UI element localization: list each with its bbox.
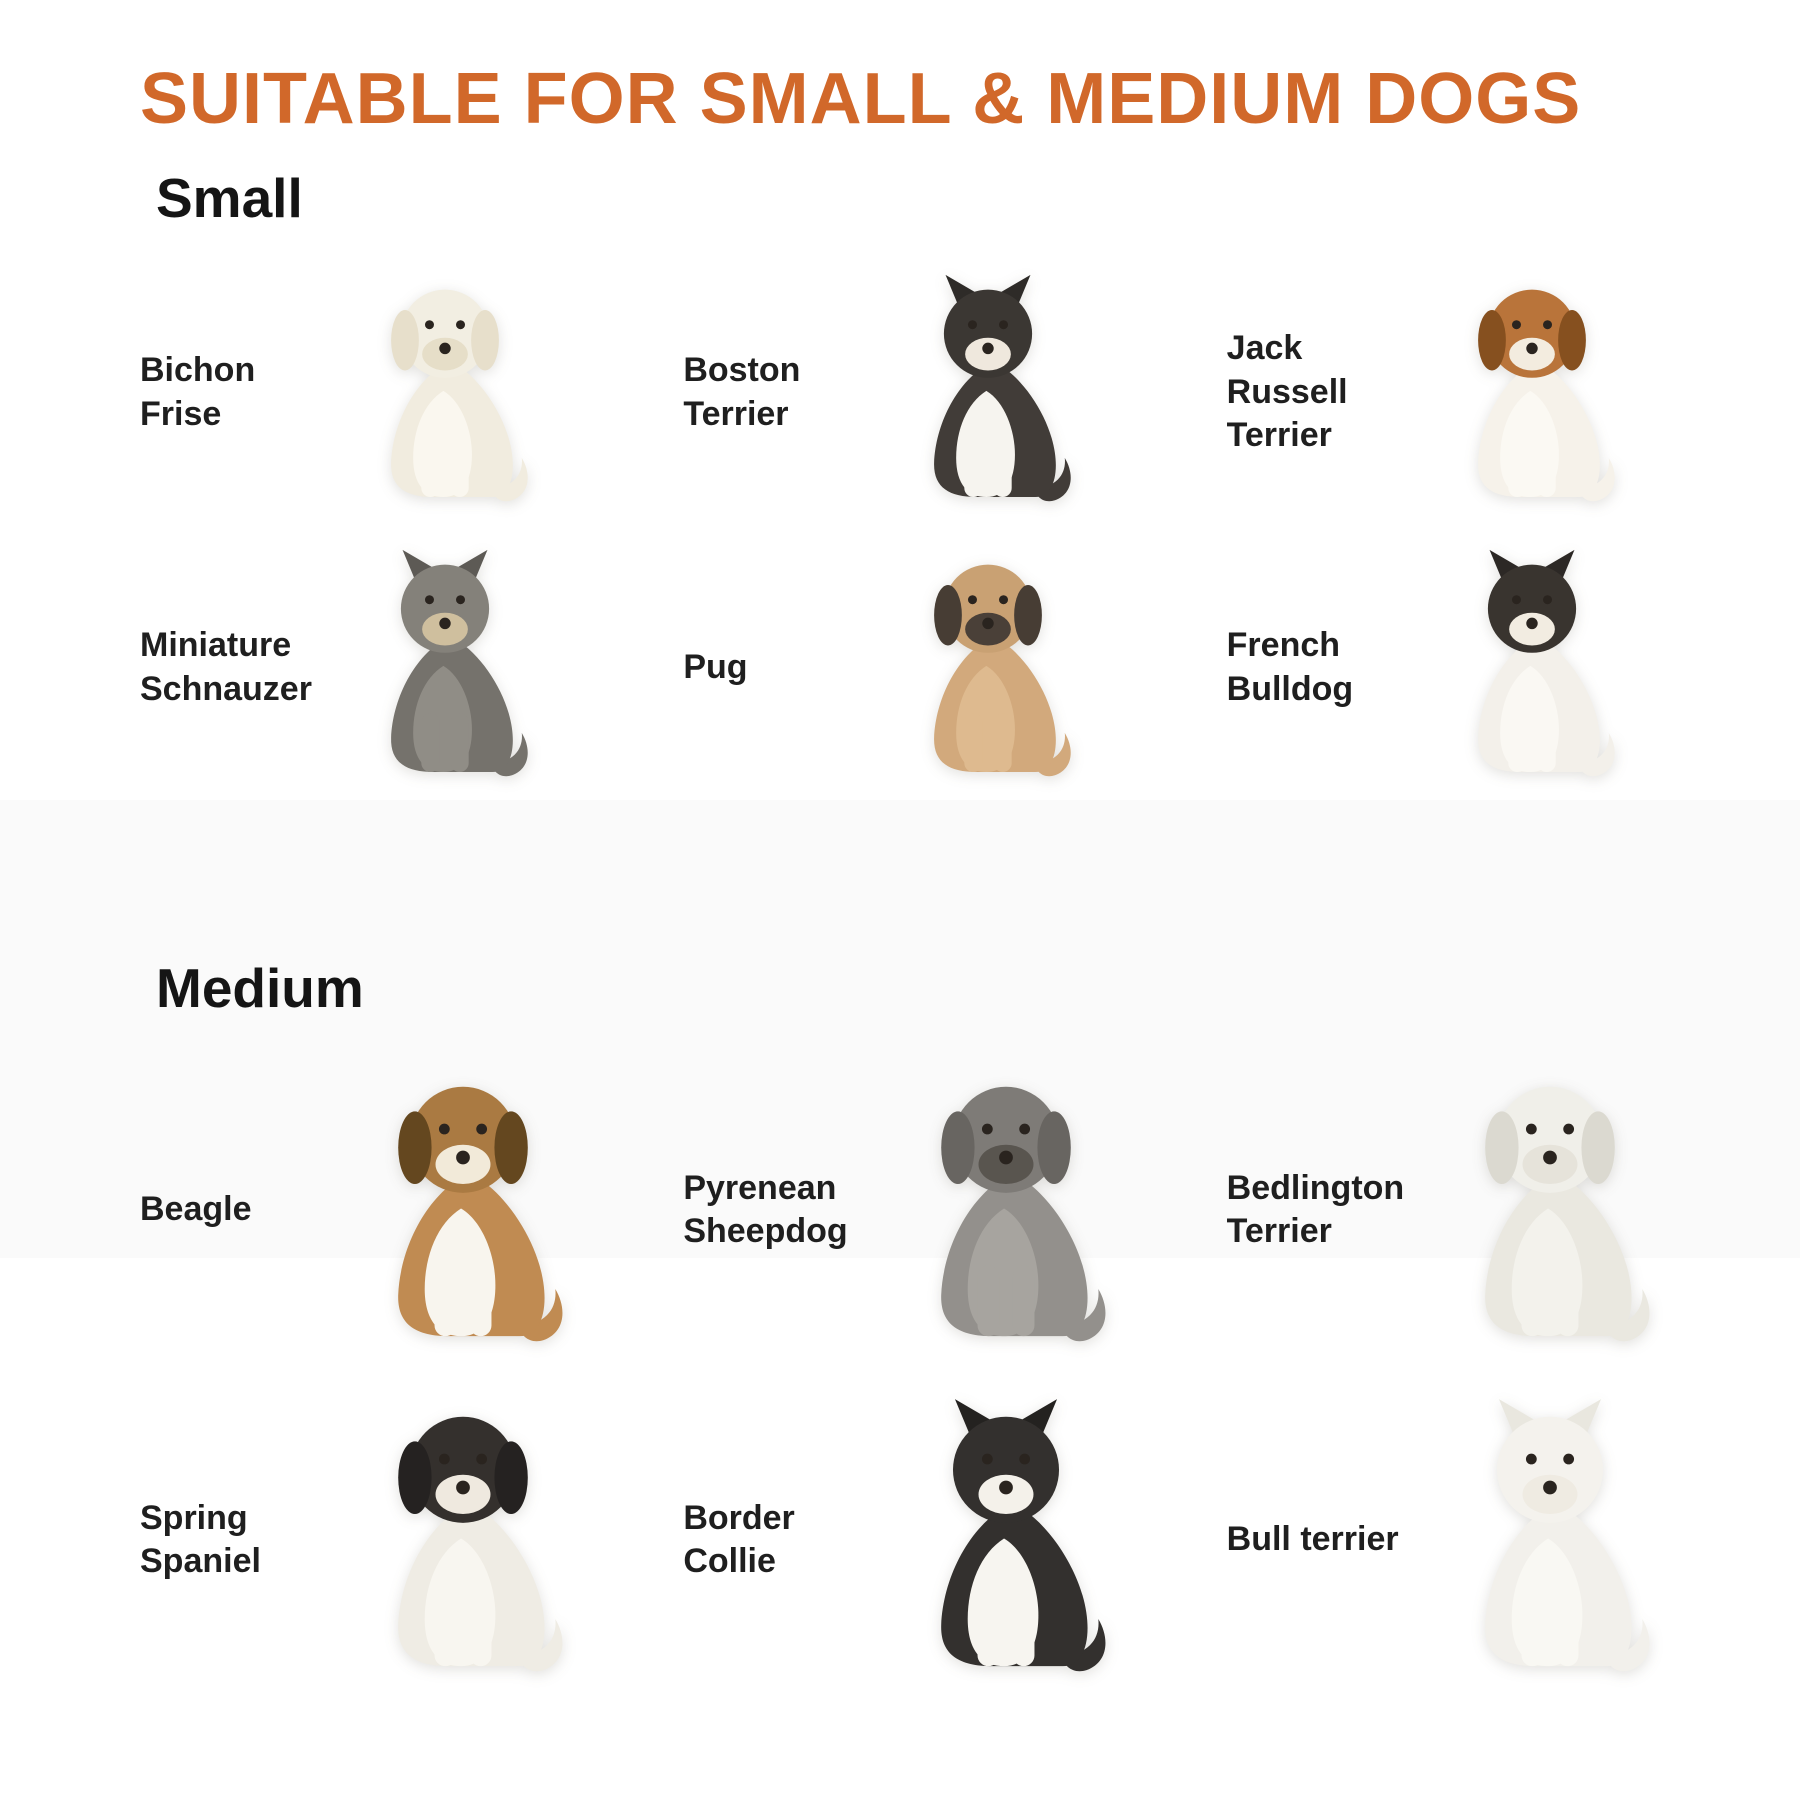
- breed-label: Border Collie: [683, 1498, 795, 1581]
- breed-cell-border-collie: Border Collie: [683, 1375, 1196, 1705]
- breed-cell-boston-terrier: Boston Terrier: [683, 255, 1196, 530]
- french-bulldog-dog-icon: [1442, 545, 1622, 790]
- breed-cell-jack-russell-terrier: Jack Russell Terrier: [1227, 255, 1740, 530]
- breed-cell-bull-terrier: Bull terrier: [1227, 1375, 1740, 1705]
- breed-label: Bichon Frise: [140, 351, 256, 433]
- breed-cell-bichon-frise: Bichon Frise: [140, 255, 653, 530]
- breed-cell-pyrenean-sheepdog: Pyrenean Sheepdog: [683, 1045, 1196, 1375]
- page-title: SUITABLE FOR SMALL & MEDIUM DOGS: [140, 59, 1582, 139]
- breed-cell-miniature-schnauzer: Miniature Schnauzer: [140, 530, 653, 805]
- section-heading-medium: Medium: [156, 957, 364, 1020]
- beagle-dog-icon: [355, 1063, 571, 1358]
- breed-label: Pyrenean Sheepdog: [683, 1168, 848, 1251]
- medium-dogs-grid: Beagle Pyrenean Sheepdog Bedlington Terr…: [140, 1045, 1740, 1705]
- boston-terrier-dog-icon: [898, 270, 1078, 515]
- breed-label: Miniature Schnauzer: [140, 626, 312, 708]
- bichon-frise-dog-icon: [355, 270, 535, 515]
- breed-cell-pug: Pug: [683, 530, 1196, 805]
- breed-label: Jack Russell Terrier: [1226, 329, 1348, 455]
- infographic: SUITABLE FOR SMALL & MEDIUM DOGS Small B…: [140, 59, 1800, 1705]
- pyrenean-sheepdog-dog-icon: [898, 1063, 1114, 1358]
- border-collie-dog-icon: [898, 1393, 1114, 1688]
- breed-label: Spring Spaniel: [140, 1498, 261, 1581]
- breed-label: Bedlington Terrier: [1226, 1168, 1405, 1251]
- bull-terrier-dog-icon: [1442, 1393, 1658, 1688]
- breed-label: French Bulldog: [1226, 626, 1354, 708]
- breed-label: Pug: [683, 647, 748, 686]
- breed-cell-bedlington-terrier: Bedlington Terrier: [1227, 1045, 1740, 1375]
- breed-cell-beagle: Beagle: [140, 1045, 653, 1375]
- small-dogs-grid: Bichon Frise Boston Terrier Jack Russell…: [140, 255, 1740, 805]
- pug-dog-icon: [898, 545, 1078, 790]
- jack-russell-terrier-dog-icon: [1442, 270, 1622, 515]
- breed-cell-french-bulldog: French Bulldog: [1227, 530, 1740, 805]
- breed-label: Beagle: [140, 1190, 252, 1229]
- breed-label: Boston Terrier: [683, 351, 801, 433]
- section-heading-small: Small: [156, 167, 303, 230]
- breed-label: Bull terrier: [1226, 1520, 1399, 1559]
- miniature-schnauzer-dog-icon: [355, 545, 535, 790]
- breed-cell-spring-spaniel: Spring Spaniel: [140, 1375, 653, 1705]
- spring-spaniel-dog-icon: [355, 1393, 571, 1688]
- bedlington-terrier-dog-icon: [1442, 1063, 1658, 1358]
